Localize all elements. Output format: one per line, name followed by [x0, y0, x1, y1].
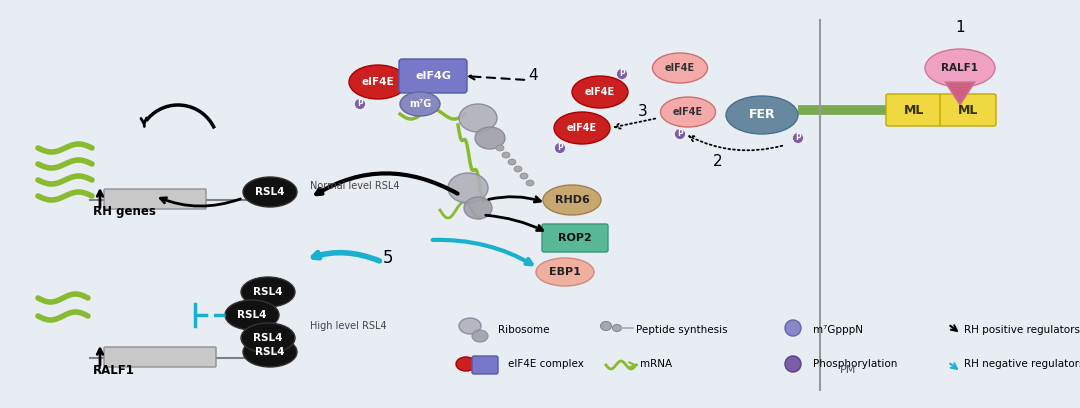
Ellipse shape — [241, 277, 295, 307]
Text: mRNA: mRNA — [640, 359, 672, 369]
FancyBboxPatch shape — [399, 59, 467, 93]
Text: RHD6: RHD6 — [554, 195, 590, 205]
Text: RSL4: RSL4 — [238, 310, 267, 320]
Text: eIF4E: eIF4E — [567, 123, 597, 133]
Text: RH genes: RH genes — [93, 206, 156, 219]
Text: EBP1: EBP1 — [549, 267, 581, 277]
Ellipse shape — [349, 65, 407, 99]
FancyBboxPatch shape — [886, 94, 942, 126]
Ellipse shape — [241, 323, 295, 353]
FancyBboxPatch shape — [940, 94, 996, 126]
Text: Peptide synthesis: Peptide synthesis — [636, 325, 728, 335]
Ellipse shape — [572, 76, 627, 108]
Text: eIF4G: eIF4G — [415, 71, 451, 81]
Text: 3: 3 — [638, 104, 648, 120]
Text: 5: 5 — [382, 249, 393, 267]
Text: RSL4: RSL4 — [255, 187, 285, 197]
Ellipse shape — [472, 330, 488, 342]
Text: RSL4: RSL4 — [253, 287, 283, 297]
Text: RALF1: RALF1 — [93, 364, 135, 377]
Text: 2: 2 — [713, 155, 723, 169]
Ellipse shape — [554, 112, 610, 144]
Ellipse shape — [554, 142, 566, 153]
Ellipse shape — [785, 356, 801, 372]
Ellipse shape — [675, 129, 686, 140]
Ellipse shape — [496, 145, 504, 151]
Ellipse shape — [612, 324, 621, 331]
Ellipse shape — [652, 53, 707, 83]
FancyBboxPatch shape — [542, 224, 608, 252]
Ellipse shape — [617, 69, 627, 80]
Ellipse shape — [243, 177, 297, 207]
Text: eIF4E: eIF4E — [665, 63, 696, 73]
Text: P: P — [619, 69, 625, 78]
Text: RH negative regulators: RH negative regulators — [964, 359, 1080, 369]
Ellipse shape — [793, 133, 804, 144]
Ellipse shape — [464, 197, 492, 219]
Text: PM: PM — [840, 365, 856, 375]
Text: RSL4: RSL4 — [253, 333, 283, 343]
Text: RALF1: RALF1 — [942, 63, 978, 73]
FancyBboxPatch shape — [104, 189, 206, 209]
Text: eIF4E complex: eIF4E complex — [508, 359, 584, 369]
Text: High level RSL4: High level RSL4 — [310, 321, 387, 331]
Ellipse shape — [243, 337, 297, 367]
Ellipse shape — [459, 104, 497, 132]
Polygon shape — [945, 82, 975, 105]
Text: RSL4: RSL4 — [255, 347, 285, 357]
Text: RH positive regulators: RH positive regulators — [964, 325, 1080, 335]
Ellipse shape — [448, 173, 488, 203]
Text: ML: ML — [958, 104, 978, 117]
Text: eIF4E: eIF4E — [673, 107, 703, 117]
Text: Ribosome: Ribosome — [498, 325, 550, 335]
Ellipse shape — [508, 159, 516, 165]
Text: 1: 1 — [955, 20, 964, 35]
Ellipse shape — [400, 92, 440, 116]
Text: eIF4E: eIF4E — [585, 87, 616, 97]
Ellipse shape — [514, 166, 522, 172]
Text: ML: ML — [904, 104, 924, 117]
Text: P: P — [357, 100, 363, 109]
Ellipse shape — [785, 320, 801, 336]
Text: 4: 4 — [528, 69, 538, 84]
Ellipse shape — [600, 322, 611, 330]
Text: ROP2: ROP2 — [558, 233, 592, 243]
Text: P: P — [795, 133, 801, 142]
Ellipse shape — [519, 173, 528, 179]
Ellipse shape — [456, 357, 476, 371]
FancyBboxPatch shape — [104, 347, 216, 367]
Ellipse shape — [475, 127, 505, 149]
Text: P: P — [557, 144, 563, 153]
Ellipse shape — [225, 300, 279, 330]
Text: m⁷GpppN: m⁷GpppN — [813, 325, 863, 335]
Ellipse shape — [502, 152, 510, 158]
Ellipse shape — [526, 180, 534, 186]
Text: FER: FER — [748, 109, 775, 122]
Ellipse shape — [924, 49, 995, 87]
Ellipse shape — [459, 318, 481, 334]
Text: m⁷G: m⁷G — [409, 99, 431, 109]
Ellipse shape — [726, 96, 798, 134]
Ellipse shape — [543, 185, 600, 215]
Ellipse shape — [354, 98, 365, 109]
Ellipse shape — [661, 97, 715, 127]
Text: P: P — [677, 129, 683, 138]
FancyBboxPatch shape — [472, 356, 498, 374]
Text: Phosphorylation: Phosphorylation — [813, 359, 897, 369]
Text: eIF4E: eIF4E — [362, 77, 394, 87]
Text: Normal level RSL4: Normal level RSL4 — [310, 181, 400, 191]
Ellipse shape — [536, 258, 594, 286]
